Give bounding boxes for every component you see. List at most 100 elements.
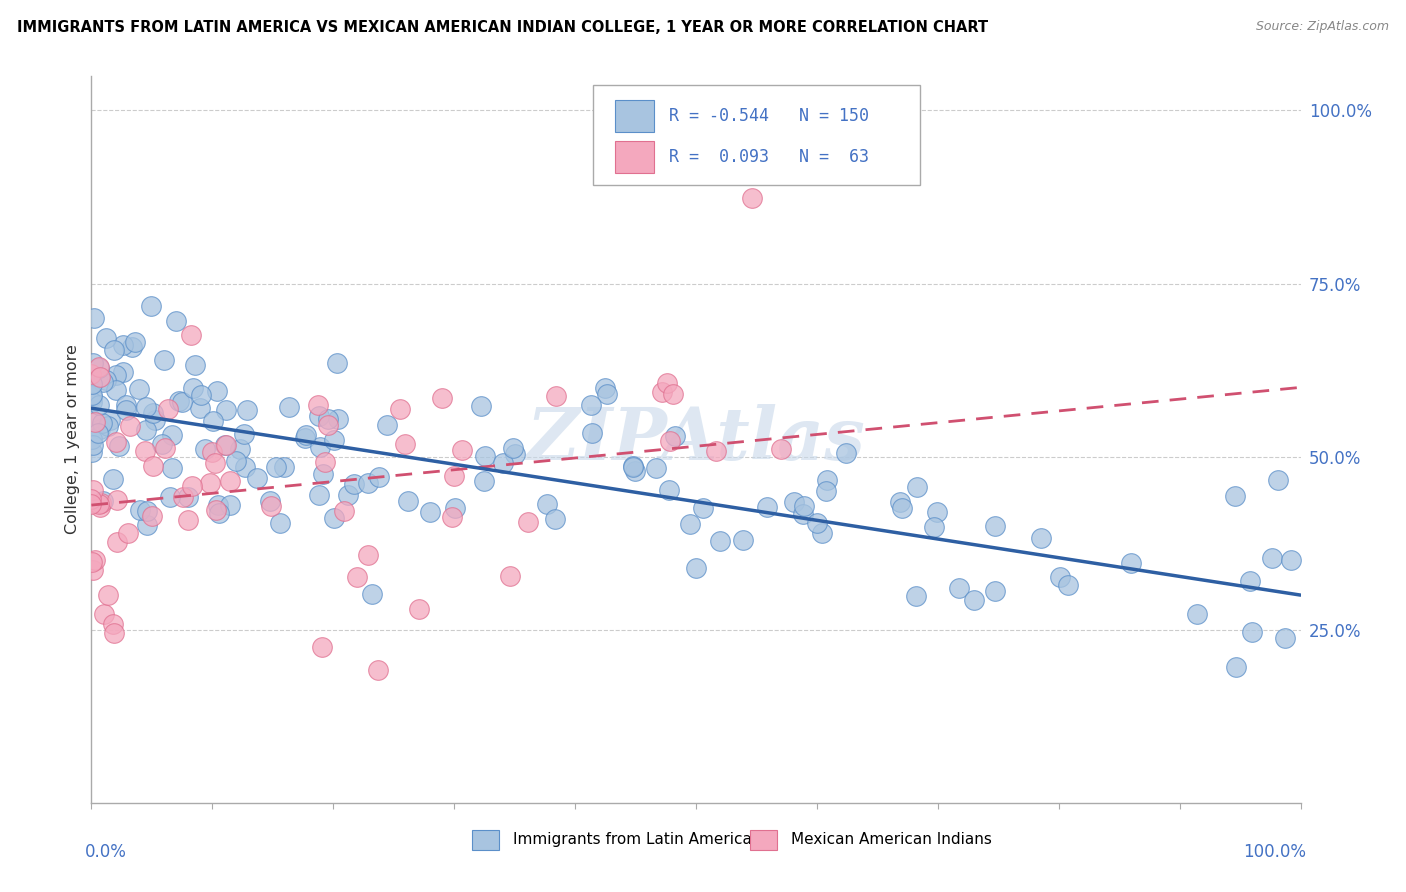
- Point: [180, 327, 202, 342]
- Point: [806, 516, 828, 530]
- Point: [704, 444, 727, 458]
- Point: [295, 428, 318, 442]
- Point: [141, 508, 163, 523]
- Point: [396, 494, 419, 508]
- Point: [814, 484, 837, 499]
- Point: [90, 416, 112, 430]
- Text: Source: ZipAtlas.com: Source: ZipAtlas.com: [1256, 20, 1389, 33]
- Point: [184, 358, 207, 372]
- Point: [205, 503, 228, 517]
- Point: [308, 488, 330, 502]
- FancyBboxPatch shape: [472, 830, 499, 850]
- Point: [235, 403, 257, 417]
- Point: [1225, 489, 1247, 503]
- Point: [375, 417, 398, 432]
- Point: [97, 588, 120, 602]
- Point: [367, 470, 389, 484]
- Point: [103, 343, 125, 358]
- Point: [278, 400, 301, 414]
- Text: IMMIGRANTS FROM LATIN AMERICA VS MEXICAN AMERICAN INDIAN COLLEGE, 1 YEAR OR MORE: IMMIGRANTS FROM LATIN AMERICA VS MEXICAN…: [17, 20, 988, 35]
- Point: [472, 474, 495, 488]
- Point: [346, 570, 368, 584]
- Point: [815, 473, 838, 487]
- Point: [80, 367, 103, 381]
- Point: [357, 475, 380, 490]
- Point: [307, 398, 329, 412]
- Point: [595, 381, 617, 395]
- Point: [891, 500, 914, 515]
- Point: [87, 360, 110, 375]
- Point: [1239, 574, 1261, 588]
- Point: [503, 447, 526, 461]
- Point: [135, 400, 157, 414]
- Text: 100.0%: 100.0%: [1243, 843, 1306, 861]
- Point: [731, 533, 754, 548]
- Point: [664, 428, 686, 442]
- Point: [201, 444, 224, 458]
- Point: [419, 505, 441, 519]
- Point: [546, 389, 568, 403]
- Point: [432, 391, 454, 405]
- Point: [259, 499, 281, 513]
- Point: [264, 459, 287, 474]
- Point: [214, 438, 236, 452]
- Point: [755, 500, 778, 514]
- Point: [105, 368, 128, 382]
- Text: ZIPAtlas: ZIPAtlas: [527, 404, 865, 475]
- Point: [139, 299, 162, 313]
- Point: [112, 365, 135, 379]
- Point: [389, 402, 412, 417]
- Point: [645, 460, 668, 475]
- Point: [103, 616, 125, 631]
- Point: [202, 414, 225, 428]
- Point: [692, 500, 714, 515]
- Point: [167, 393, 190, 408]
- Point: [136, 517, 159, 532]
- Point: [905, 590, 928, 604]
- Point: [120, 419, 142, 434]
- Point: [114, 398, 136, 412]
- Point: [1185, 607, 1208, 621]
- Point: [1057, 577, 1080, 591]
- Point: [662, 386, 685, 401]
- Point: [142, 406, 165, 420]
- Point: [87, 497, 110, 511]
- Point: [925, 505, 948, 519]
- Point: [312, 467, 335, 481]
- Point: [657, 376, 679, 390]
- Point: [782, 495, 804, 509]
- Point: [326, 356, 349, 370]
- Point: [984, 519, 1007, 533]
- Point: [177, 490, 200, 504]
- Point: [343, 477, 366, 491]
- Point: [80, 390, 103, 404]
- Point: [205, 384, 228, 399]
- Point: [128, 382, 150, 396]
- Point: [181, 479, 204, 493]
- Point: [143, 412, 166, 426]
- Point: [93, 607, 115, 621]
- Point: [323, 434, 346, 448]
- Point: [204, 456, 226, 470]
- Point: [215, 402, 238, 417]
- Point: [94, 373, 117, 387]
- Point: [1029, 531, 1052, 545]
- Point: [152, 353, 174, 368]
- Point: [121, 340, 143, 354]
- Point: [105, 534, 128, 549]
- Point: [135, 424, 157, 438]
- Point: [889, 495, 911, 509]
- FancyBboxPatch shape: [593, 85, 920, 185]
- Point: [394, 437, 416, 451]
- Point: [1225, 660, 1247, 674]
- Point: [107, 439, 129, 453]
- FancyBboxPatch shape: [614, 141, 654, 172]
- Point: [1119, 556, 1142, 570]
- Point: [659, 434, 682, 448]
- Point: [87, 426, 110, 441]
- Point: [651, 384, 673, 399]
- Point: [246, 471, 269, 485]
- Point: [90, 496, 112, 510]
- Point: [536, 497, 558, 511]
- Point: [963, 593, 986, 607]
